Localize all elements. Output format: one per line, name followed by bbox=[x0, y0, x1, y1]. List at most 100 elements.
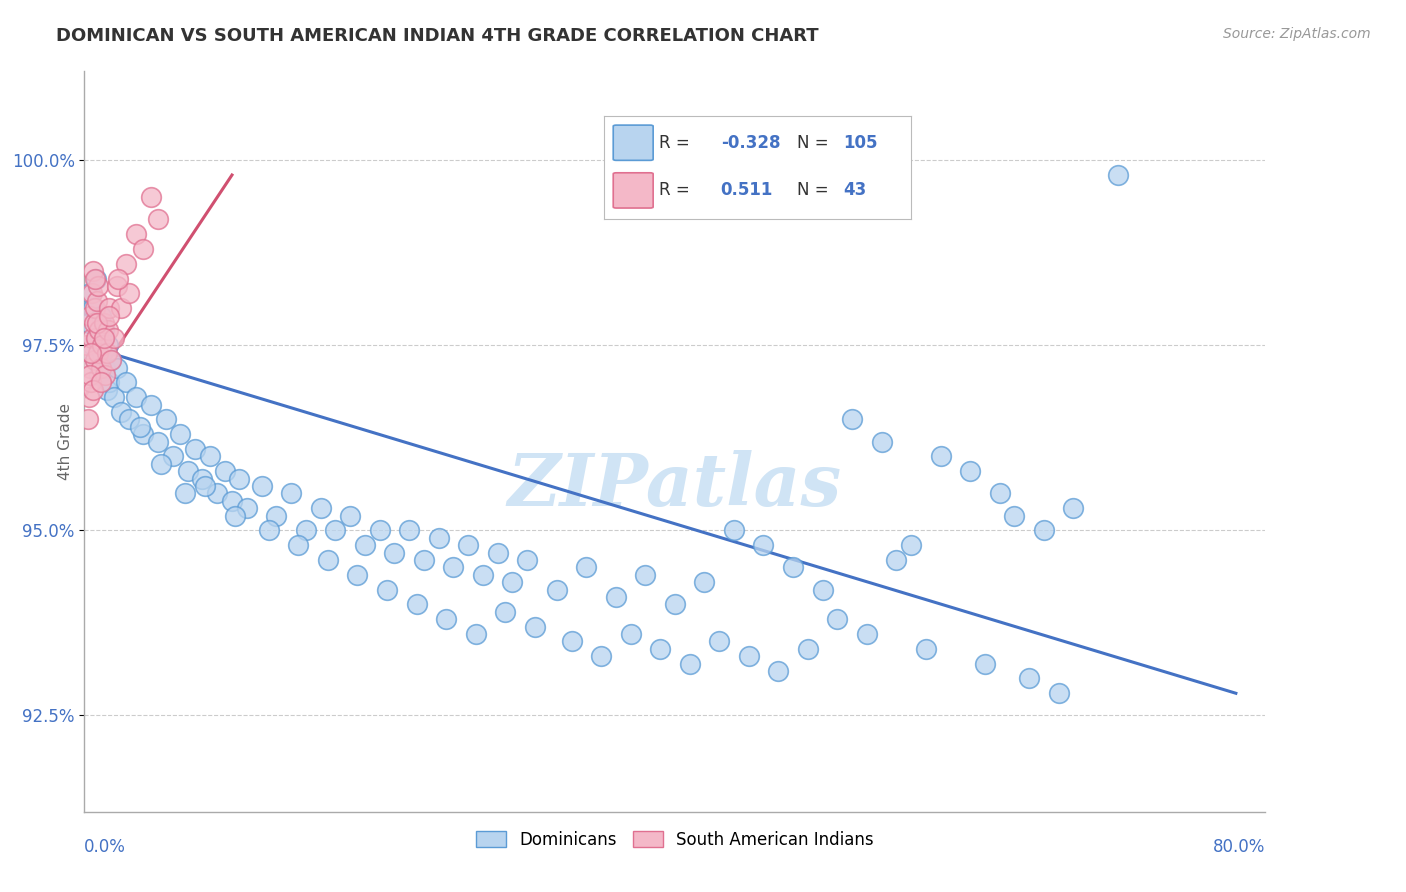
Point bbox=[650, 641, 672, 656]
Point bbox=[94, 360, 117, 375]
Point bbox=[110, 301, 132, 316]
Point bbox=[709, 634, 731, 648]
Point bbox=[103, 390, 125, 404]
Point bbox=[87, 324, 111, 338]
Point bbox=[427, 531, 450, 545]
Point bbox=[929, 450, 952, 464]
Point bbox=[103, 331, 125, 345]
Point bbox=[198, 450, 221, 464]
Point bbox=[464, 627, 486, 641]
Point bbox=[1004, 508, 1026, 523]
Point bbox=[132, 242, 155, 256]
Point bbox=[782, 560, 804, 574]
Legend: Dominicans, South American Indians: Dominicans, South American Indians bbox=[470, 824, 880, 855]
Point bbox=[77, 412, 100, 426]
Point bbox=[738, 649, 761, 664]
Point bbox=[472, 567, 495, 582]
Point bbox=[96, 345, 118, 359]
Point bbox=[79, 309, 101, 323]
Point bbox=[375, 582, 398, 597]
Point bbox=[79, 360, 101, 375]
Text: 0.0%: 0.0% bbox=[84, 838, 127, 855]
Point bbox=[91, 338, 114, 352]
Point bbox=[752, 538, 775, 552]
Point bbox=[900, 538, 922, 552]
Point bbox=[86, 331, 108, 345]
Point bbox=[139, 190, 162, 204]
Point bbox=[107, 271, 129, 285]
Point bbox=[83, 353, 105, 368]
Point bbox=[605, 590, 627, 604]
Point bbox=[169, 427, 191, 442]
Point bbox=[80, 345, 103, 359]
Point bbox=[316, 553, 339, 567]
Point bbox=[90, 376, 112, 390]
Point bbox=[664, 598, 686, 612]
Point bbox=[79, 286, 101, 301]
Text: ZIPatlas: ZIPatlas bbox=[508, 450, 842, 522]
Point bbox=[82, 383, 104, 397]
Point bbox=[841, 412, 863, 426]
Point bbox=[93, 316, 115, 330]
Point bbox=[309, 501, 332, 516]
Point bbox=[80, 376, 103, 390]
Point bbox=[368, 524, 391, 538]
Point bbox=[486, 546, 509, 560]
Point bbox=[591, 649, 613, 664]
Point bbox=[250, 479, 273, 493]
Point bbox=[634, 567, 657, 582]
Point bbox=[1047, 686, 1070, 700]
Point bbox=[98, 376, 121, 390]
Point bbox=[82, 301, 104, 316]
Point bbox=[434, 612, 457, 626]
Point bbox=[266, 508, 288, 523]
Point bbox=[125, 227, 148, 242]
Point bbox=[82, 331, 104, 345]
Point bbox=[413, 553, 436, 567]
Point bbox=[86, 293, 108, 308]
Point bbox=[93, 324, 115, 338]
Point bbox=[194, 479, 217, 493]
Point bbox=[148, 434, 170, 449]
Point bbox=[100, 353, 122, 368]
Point bbox=[620, 627, 643, 641]
Point bbox=[214, 464, 236, 478]
Point bbox=[768, 664, 790, 678]
Point bbox=[959, 464, 981, 478]
Point bbox=[398, 524, 420, 538]
Point bbox=[91, 345, 114, 359]
Point bbox=[93, 331, 115, 345]
Point bbox=[184, 442, 207, 456]
Point bbox=[693, 575, 716, 590]
Point bbox=[162, 450, 184, 464]
Point bbox=[915, 641, 938, 656]
Point bbox=[405, 598, 427, 612]
Point bbox=[679, 657, 702, 671]
Point bbox=[516, 553, 538, 567]
Point bbox=[502, 575, 524, 590]
Point bbox=[94, 368, 117, 382]
Point bbox=[90, 309, 112, 323]
Point bbox=[150, 457, 173, 471]
Point bbox=[118, 286, 141, 301]
Point bbox=[90, 360, 112, 375]
Point bbox=[346, 567, 368, 582]
Point bbox=[76, 338, 98, 352]
Point bbox=[173, 486, 195, 500]
Point bbox=[82, 264, 104, 278]
Point bbox=[77, 390, 100, 404]
Point bbox=[129, 419, 152, 434]
Point bbox=[886, 553, 908, 567]
Point bbox=[84, 353, 107, 368]
Point bbox=[97, 338, 120, 352]
Point bbox=[105, 279, 128, 293]
Point bbox=[236, 501, 259, 516]
Point bbox=[287, 538, 309, 552]
Point bbox=[83, 301, 105, 316]
Point bbox=[96, 383, 118, 397]
Point bbox=[384, 546, 406, 560]
Point bbox=[84, 331, 107, 345]
Point bbox=[228, 472, 250, 486]
Point bbox=[97, 309, 120, 323]
Point bbox=[86, 345, 108, 359]
